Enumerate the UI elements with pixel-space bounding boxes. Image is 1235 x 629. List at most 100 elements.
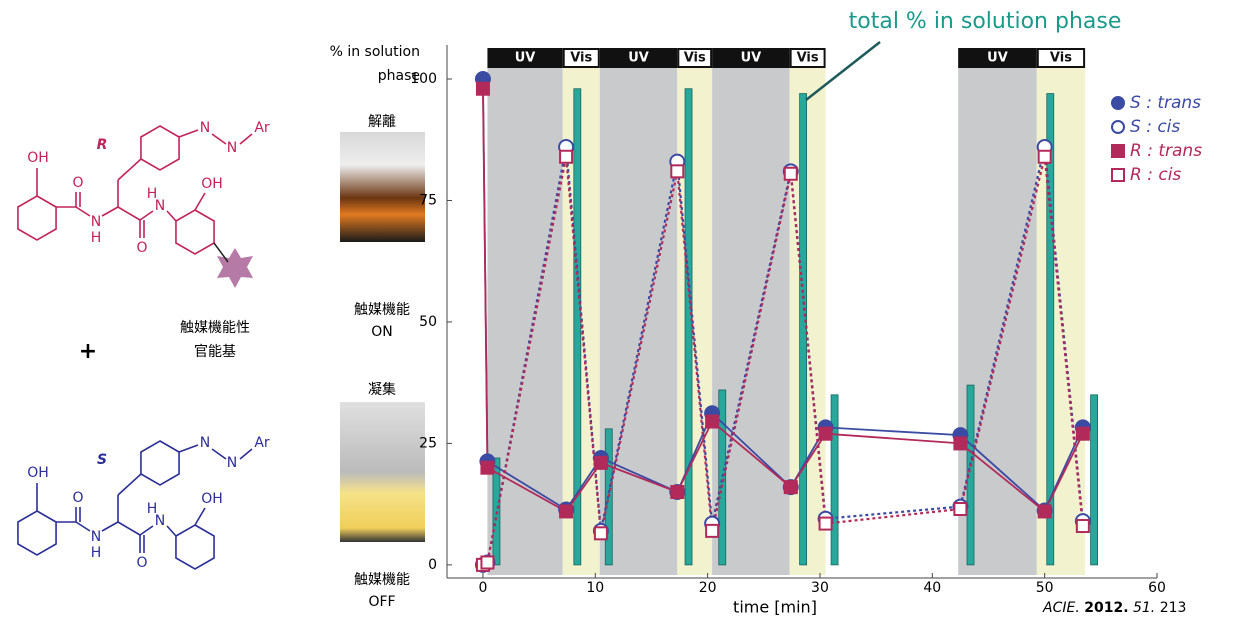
ring [18,511,56,555]
legend-marker [1112,97,1124,109]
marker [1039,505,1051,517]
y-tick-label: 100 [410,71,437,87]
marker [595,457,607,469]
legend-label: S : trans [1130,93,1201,113]
y-axis-label: % in solution [330,44,420,60]
bond [212,449,226,459]
atom-label: OH [201,491,223,507]
bond [195,193,205,210]
ring [141,441,179,485]
annotation: total % in solution phase [849,9,1122,34]
molecule: RNNArOHONHONHOH [18,120,270,256]
photo [340,402,425,542]
marker [671,486,683,498]
ring [18,196,56,240]
atom-label: N [227,140,237,156]
bond [102,522,118,531]
ring [141,126,179,170]
atom-label: H [91,545,102,561]
photo-status: 触媒機能 [354,572,410,588]
bond [179,445,198,452]
atom-label: O [136,240,147,256]
atom-label: OH [27,465,49,481]
x-tick-label: 60 [1148,580,1166,596]
citation-year: 2012. [1084,600,1128,616]
atom-label: O [72,175,83,191]
bond [140,526,153,535]
bond [140,211,153,220]
figure: RNNArOHONHONHOHSNNArOHONHONHOH 触媒機能性 官能基… [0,0,1235,625]
y-tick-label: 25 [419,435,437,451]
phase-label: UV [741,51,762,66]
page: RNNArOHONHONHOHSNNArOHONHONHOH 触媒機能性 官能基… [0,0,1235,625]
bond [167,211,176,221]
x-tick-label: 20 [699,580,717,596]
bond [118,159,141,180]
marker [671,165,683,177]
marker [595,527,607,539]
bond [118,522,140,535]
marker [560,151,572,163]
legend-marker [1112,121,1124,133]
legend-marker [1112,169,1124,181]
bond [76,207,90,216]
total-bar [719,390,726,565]
plus: + [79,339,97,364]
y-tick-label: 75 [419,192,437,208]
bond [118,207,140,220]
x-tick-label: 10 [586,580,604,596]
photo [340,132,425,242]
phase-label: UV [987,51,1008,66]
phase-label: Vis [1050,51,1072,66]
legend-label: R : trans [1130,141,1202,161]
total-bar [831,395,838,565]
atom-label: N [91,214,101,230]
photo-status: ON [371,324,393,340]
legend-marker [1112,145,1124,157]
x-tick-label: 30 [811,580,829,596]
phase-label: UV [628,51,649,66]
ring [176,525,214,569]
atom-label: H [147,186,158,202]
phase-region [790,68,826,575]
atom-label: O [72,490,83,506]
citation: ACIE. 2012. 51. 213 [1042,600,1186,616]
atom-label: OH [201,176,223,192]
marker [785,481,797,493]
citation-volume: 51. [1133,600,1155,616]
marker [706,525,718,537]
bond [240,134,252,144]
marker [785,168,797,180]
total-bar [685,89,692,565]
phase-label: Vis [570,51,592,66]
atom-label: H [147,501,158,517]
x-tick-label: 40 [923,580,941,596]
marker [1077,520,1089,532]
total-bar [800,94,807,565]
bond [76,522,90,531]
atom-label: Ar [254,435,270,451]
marker [481,556,493,568]
marker [1077,428,1089,440]
marker [820,428,832,440]
bond [102,207,118,216]
atom-label: H [91,230,102,246]
photo-caption: 凝集 [368,381,396,398]
phase-label: Vis [684,51,706,66]
atom-label: O [136,555,147,571]
marker [1039,151,1051,163]
group-label: 官能基 [194,343,236,360]
atom-label: Ar [254,120,270,136]
stereo-label: S [97,452,107,468]
x-tick-label: 50 [1036,580,1054,596]
y-tick-label: 50 [419,314,437,330]
ring [176,210,214,254]
marker [954,503,966,515]
marker [477,83,489,95]
x-tick-label: 0 [478,580,487,596]
atom-label: N [91,529,101,545]
total-bar [1091,395,1098,565]
stereo-label: R [97,137,108,153]
